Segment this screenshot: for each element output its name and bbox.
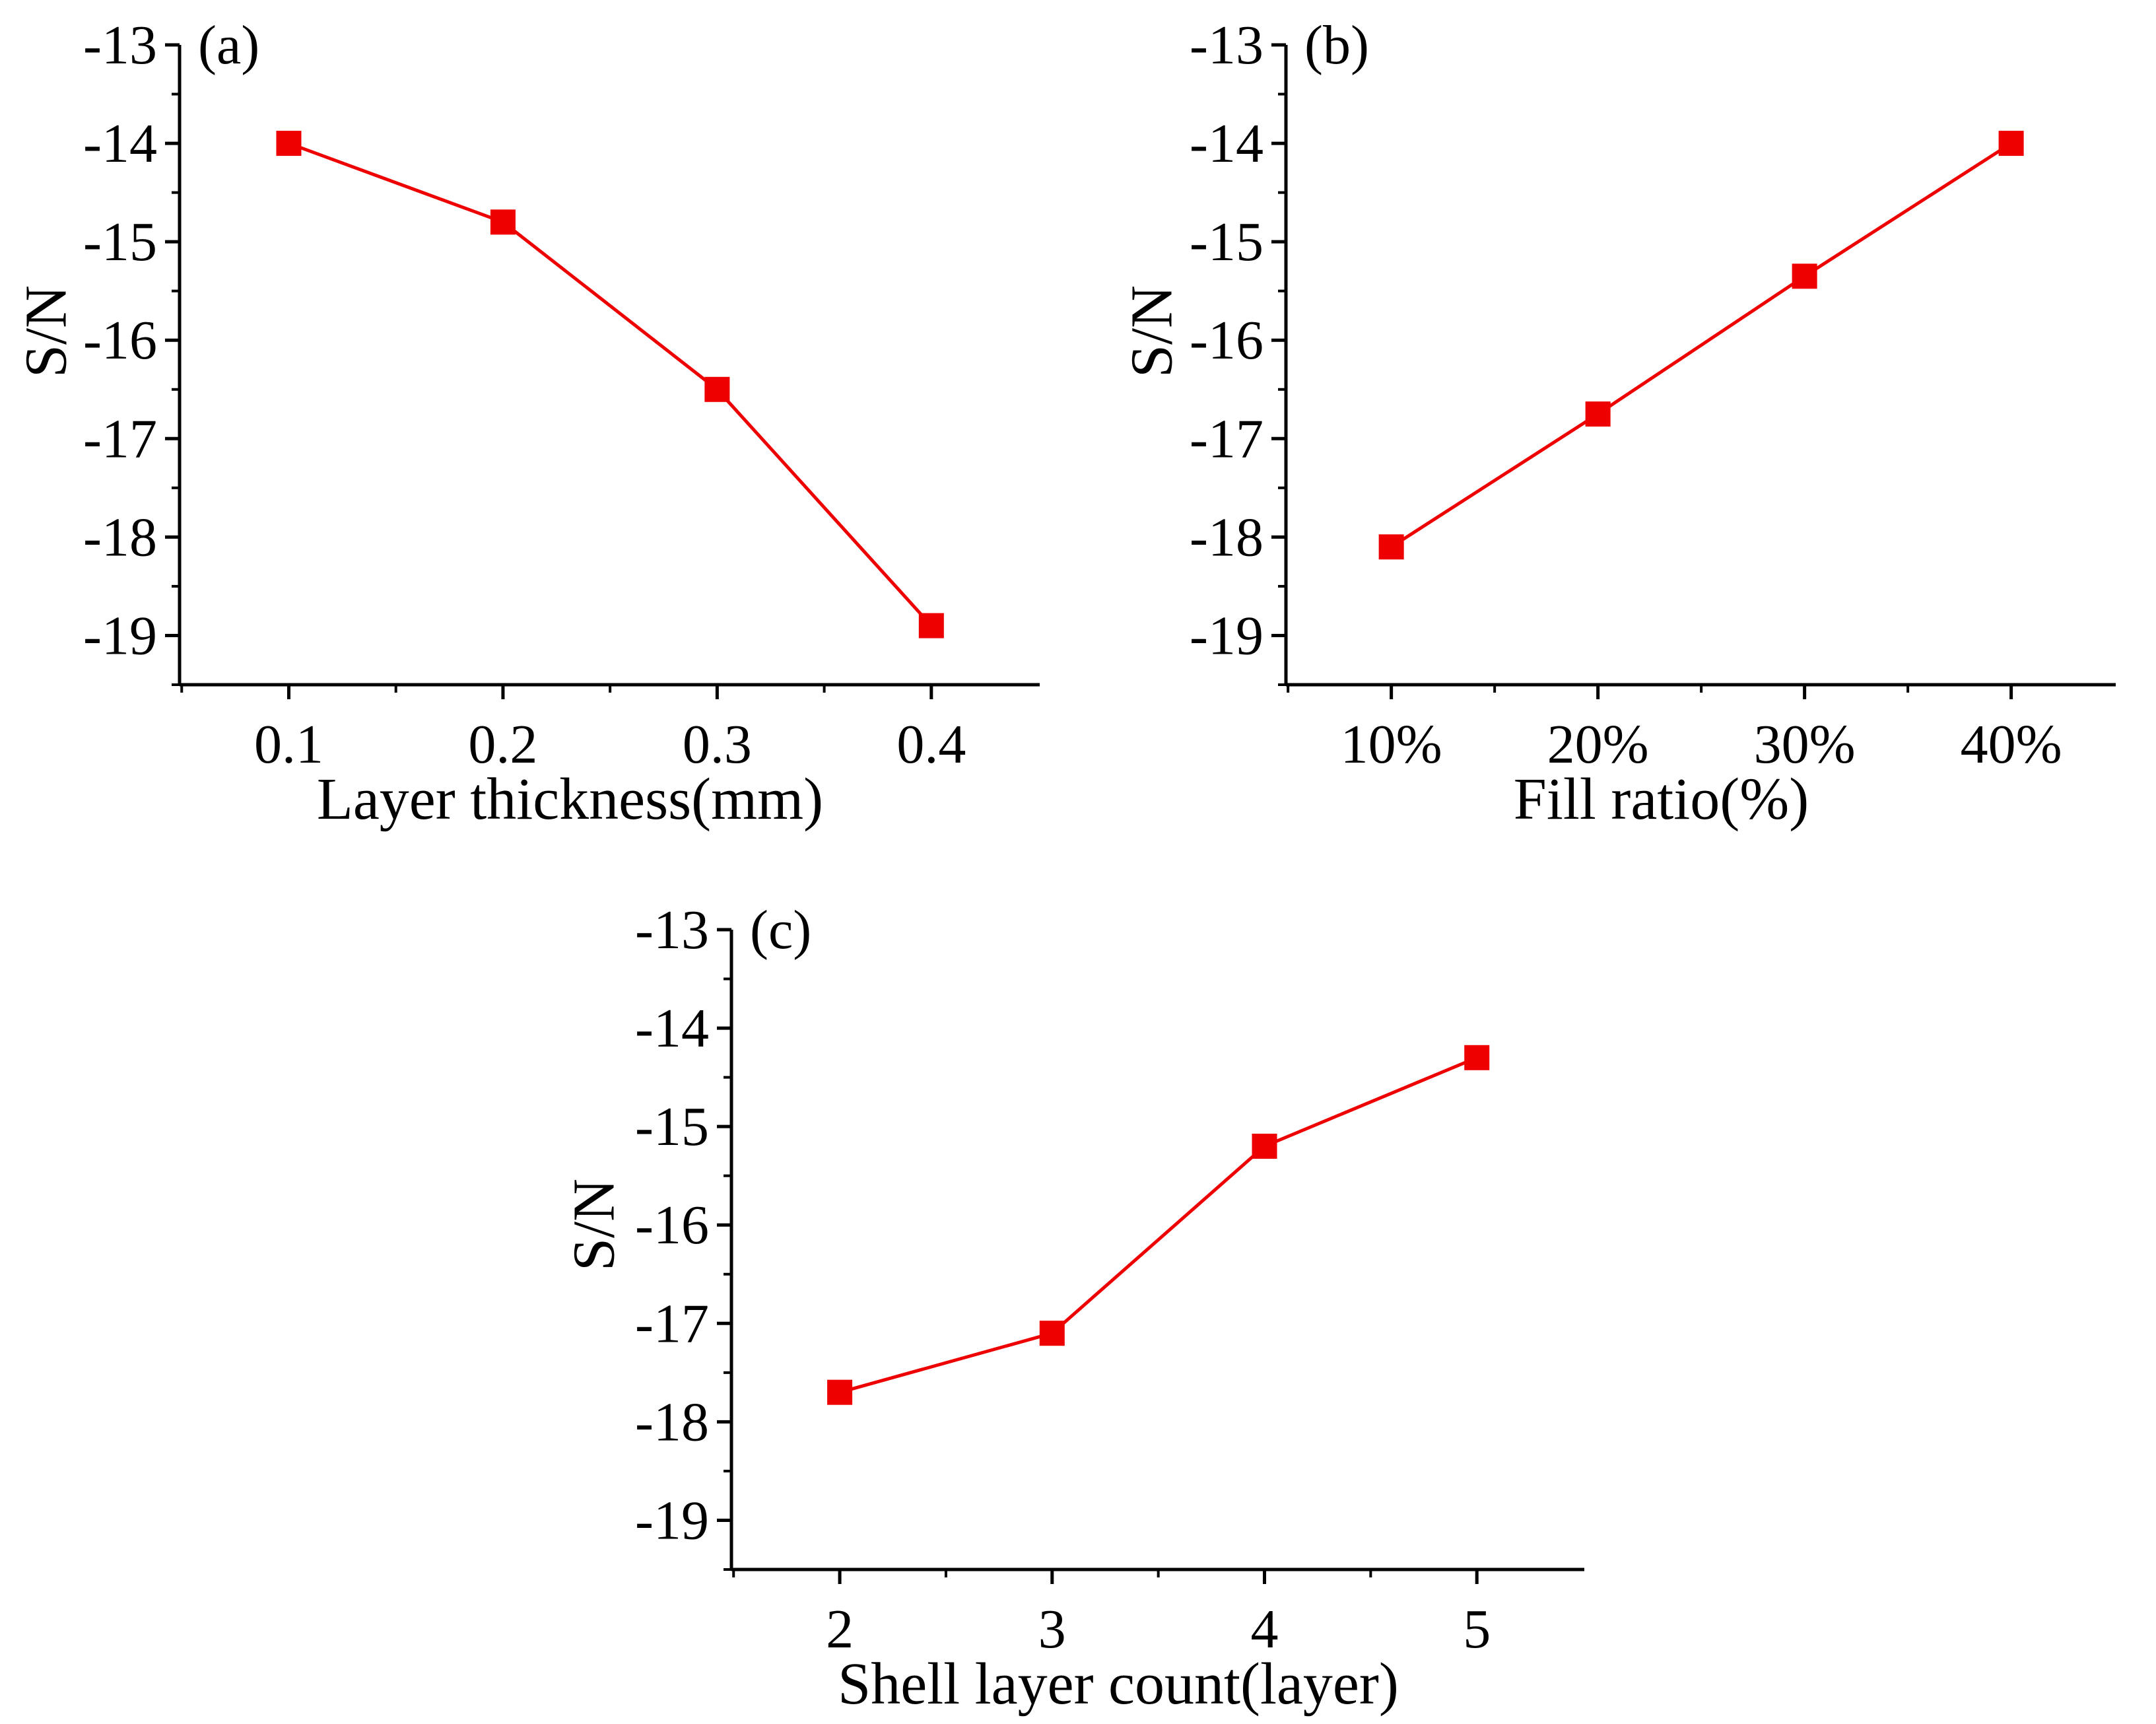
y-axis-label: S/N bbox=[1120, 285, 1185, 378]
data-point bbox=[918, 613, 944, 638]
x-axis-label: Fill ratio(%) bbox=[1514, 767, 1809, 832]
x-tick-label: 5 bbox=[1463, 1599, 1491, 1660]
y-tick-label: -16 bbox=[635, 1194, 709, 1256]
y-tick-label: -19 bbox=[83, 605, 157, 666]
x-tick-label: 30% bbox=[1754, 714, 1856, 775]
y-tick-label: -13 bbox=[83, 15, 157, 76]
x-tick-label: 20% bbox=[1547, 714, 1649, 775]
y-tick-label: -15 bbox=[635, 1096, 709, 1157]
data-point bbox=[490, 209, 516, 235]
y-tick-label: -17 bbox=[83, 408, 157, 469]
data-point bbox=[1998, 131, 2024, 156]
data-point bbox=[1378, 534, 1404, 560]
x-tick-label: 4 bbox=[1251, 1599, 1279, 1660]
y-tick-label: -17 bbox=[1190, 408, 1263, 469]
x-axis-label: Layer thickness(mm) bbox=[317, 767, 823, 832]
series-line bbox=[1390, 141, 2012, 549]
y-tick-label: -14 bbox=[83, 113, 157, 174]
y-axis-label: S/N bbox=[562, 1179, 627, 1271]
data-point bbox=[1039, 1321, 1065, 1346]
x-tick-label: 0.4 bbox=[896, 714, 966, 775]
x-tick-label: 40% bbox=[1961, 714, 2062, 775]
y-axis-label: S/N bbox=[14, 285, 79, 378]
x-axis-label: Shell layer count(layer) bbox=[838, 1651, 1399, 1717]
y-tick-label: -13 bbox=[1190, 15, 1263, 76]
y-tick-label: -17 bbox=[635, 1293, 709, 1354]
y-tick-label: -13 bbox=[635, 899, 709, 961]
y-tick-label: -19 bbox=[1190, 605, 1263, 666]
y-tick-label: -15 bbox=[1190, 211, 1263, 273]
y-tick-label: -18 bbox=[83, 506, 157, 568]
y-tick-label: -16 bbox=[83, 310, 157, 371]
data-point bbox=[276, 131, 302, 156]
data-point bbox=[827, 1379, 853, 1405]
data-point bbox=[704, 376, 730, 402]
panel-label: (a) bbox=[198, 15, 259, 76]
panel-c: -13 -14 -15 -16 -17 -18 -19 2 3 4 5 Shell layer cou… bbox=[562, 899, 1584, 1717]
series-line bbox=[288, 141, 933, 627]
data-point bbox=[1792, 263, 1817, 289]
x-tick-label: 0.3 bbox=[683, 714, 752, 775]
panel-label: (b) bbox=[1304, 15, 1369, 76]
y-tick-label: -18 bbox=[1190, 506, 1263, 568]
x-tick-label: 0.2 bbox=[468, 714, 537, 775]
data-point bbox=[1585, 401, 1611, 427]
x-tick-label: 10% bbox=[1341, 714, 1442, 775]
y-tick-label: -14 bbox=[1190, 113, 1263, 174]
y-tick-label: -16 bbox=[1190, 310, 1263, 371]
series-line bbox=[839, 1056, 1478, 1395]
panel-label: (c) bbox=[750, 899, 811, 961]
x-tick-label: 0.1 bbox=[254, 714, 323, 775]
data-point bbox=[1464, 1045, 1490, 1070]
panel-a: -13 -14 -15 -16 -17 -18 -19 0.1 0.2 0.3 0.4 Layer t… bbox=[14, 15, 1040, 832]
y-tick-label: -18 bbox=[635, 1391, 709, 1453]
x-tick-label: 3 bbox=[1038, 1599, 1066, 1660]
panel-b: -13 -14 -15 -16 -17 -18 -19 10% 20% 30% 40% Fill ra… bbox=[1120, 15, 2116, 832]
y-tick-label: -19 bbox=[635, 1490, 709, 1551]
x-tick-label: 2 bbox=[826, 1599, 854, 1660]
y-tick-label: -15 bbox=[83, 211, 157, 273]
y-tick-label: -14 bbox=[635, 998, 709, 1059]
data-point bbox=[1252, 1133, 1277, 1159]
